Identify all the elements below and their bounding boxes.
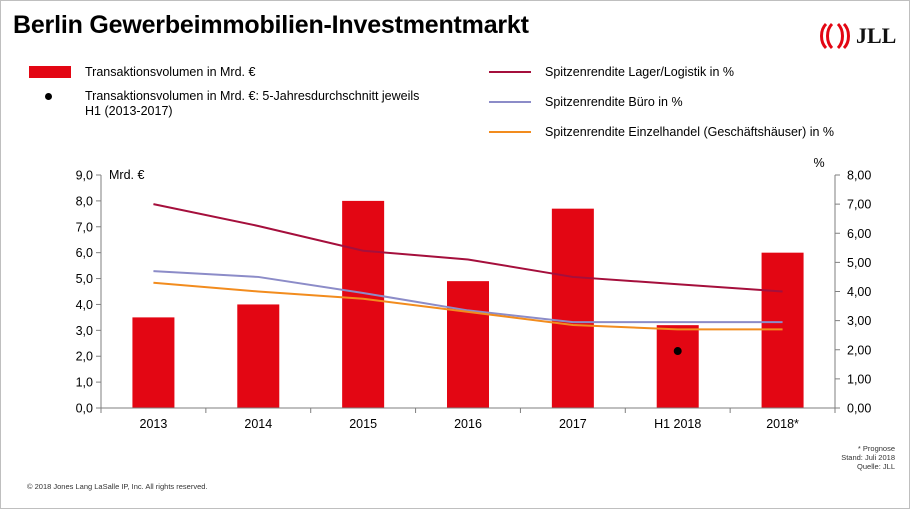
left-tick-label: 2,0 <box>76 350 93 364</box>
legend-label-average: Transaktionsvolumen in Mrd. €: 5-Jahresd… <box>85 89 420 118</box>
right-tick-label: 6,00 <box>847 227 871 241</box>
legend-label-logistik: Spitzenrendite Lager/Logistik in % <box>545 65 735 79</box>
x-tick-label: 2013 <box>140 417 168 431</box>
legend-item-buero: Spitzenrendite Büro in % <box>489 94 683 110</box>
legend-item-average: Transaktionsvolumen in Mrd. €: 5-Jahresd… <box>29 89 430 119</box>
bar <box>342 200 385 408</box>
right-axis-unit: % <box>813 156 824 170</box>
right-tick-label: 0,00 <box>847 402 871 416</box>
left-tick-label: 9,0 <box>76 169 93 183</box>
x-tick-label: 2015 <box>349 417 377 431</box>
legend-item-logistik: Spitzenrendite Lager/Logistik in % <box>489 64 734 80</box>
legend-swatch-dot <box>29 89 71 103</box>
x-tick-label: H1 2018 <box>654 417 701 431</box>
left-tick-label: 3,0 <box>76 324 93 338</box>
left-tick-label: 4,0 <box>76 298 93 312</box>
jll-swirl-icon <box>820 22 850 50</box>
right-tick-label: 1,00 <box>847 372 871 386</box>
left-axis-unit: Mrd. € <box>109 168 144 182</box>
x-tick-label: 2014 <box>244 417 272 431</box>
legend-item-volume: Transaktionsvolumen in Mrd. € <box>29 64 255 80</box>
logo-text: JLL <box>856 23 897 48</box>
bar <box>237 304 280 408</box>
series-line <box>153 281 783 331</box>
footnote-line: Quelle: JLL <box>857 462 895 471</box>
right-tick-label: 4,00 <box>847 285 871 299</box>
series-line <box>153 203 783 293</box>
x-tick-label: 2017 <box>559 417 587 431</box>
footnote-line: Stand: Juli 2018 <box>841 453 895 462</box>
left-tick-label: 1,0 <box>76 376 93 390</box>
footnote: * Prognose Stand: Juli 2018 Quelle: JLL <box>841 444 895 471</box>
left-tick-label: 7,0 <box>76 220 93 234</box>
right-tick-label: 8,00 <box>847 169 871 183</box>
left-tick-label: 0,0 <box>76 402 93 416</box>
right-tick-label: 2,00 <box>847 343 871 357</box>
bar <box>447 281 489 408</box>
legend-swatch-einzelhandel <box>489 131 531 133</box>
right-tick-label: 7,00 <box>847 198 871 212</box>
page-title: Berlin Gewerbeimmobilien-Investmentmarkt <box>13 11 529 39</box>
legend-label-buero: Spitzenrendite Büro in % <box>545 95 683 109</box>
footnote-line: * Prognose <box>857 444 895 453</box>
chart-area: 0,0 1,0 2,0 3,0 4,0 5,0 6,0 7,0 8,0 9,0 0,00 1,00 2,… <box>76 156 872 431</box>
x-tick-label: 2016 <box>454 417 482 431</box>
average-marker-point <box>673 347 682 356</box>
bar <box>656 325 699 408</box>
legend-swatch-buero <box>489 101 531 103</box>
series-line <box>153 270 783 324</box>
legend-swatch-bar <box>29 66 71 78</box>
right-tick-label: 3,00 <box>847 314 871 328</box>
legend-label-einzelhandel: Spitzenrendite Einzelhandel (Geschäftshä… <box>545 125 835 139</box>
bar <box>132 317 175 408</box>
left-tick-label: 8,0 <box>76 194 93 208</box>
legend-item-einzelhandel: Spitzenrendite Einzelhandel (Geschäftshä… <box>489 124 834 140</box>
legend-swatch-logistik <box>489 71 531 73</box>
right-tick-label: 5,00 <box>847 256 871 270</box>
legend-label-volume: Transaktionsvolumen in Mrd. € <box>85 65 256 79</box>
left-tick-label: 6,0 <box>76 246 93 260</box>
left-tick-label: 5,0 <box>76 272 93 286</box>
copyright: © 2018 Jones Lang LaSalle IP, Inc. All r… <box>27 482 208 491</box>
x-tick-label: 2018* <box>766 417 799 431</box>
jll-logo: JLL <box>819 21 896 51</box>
bar <box>551 208 594 408</box>
